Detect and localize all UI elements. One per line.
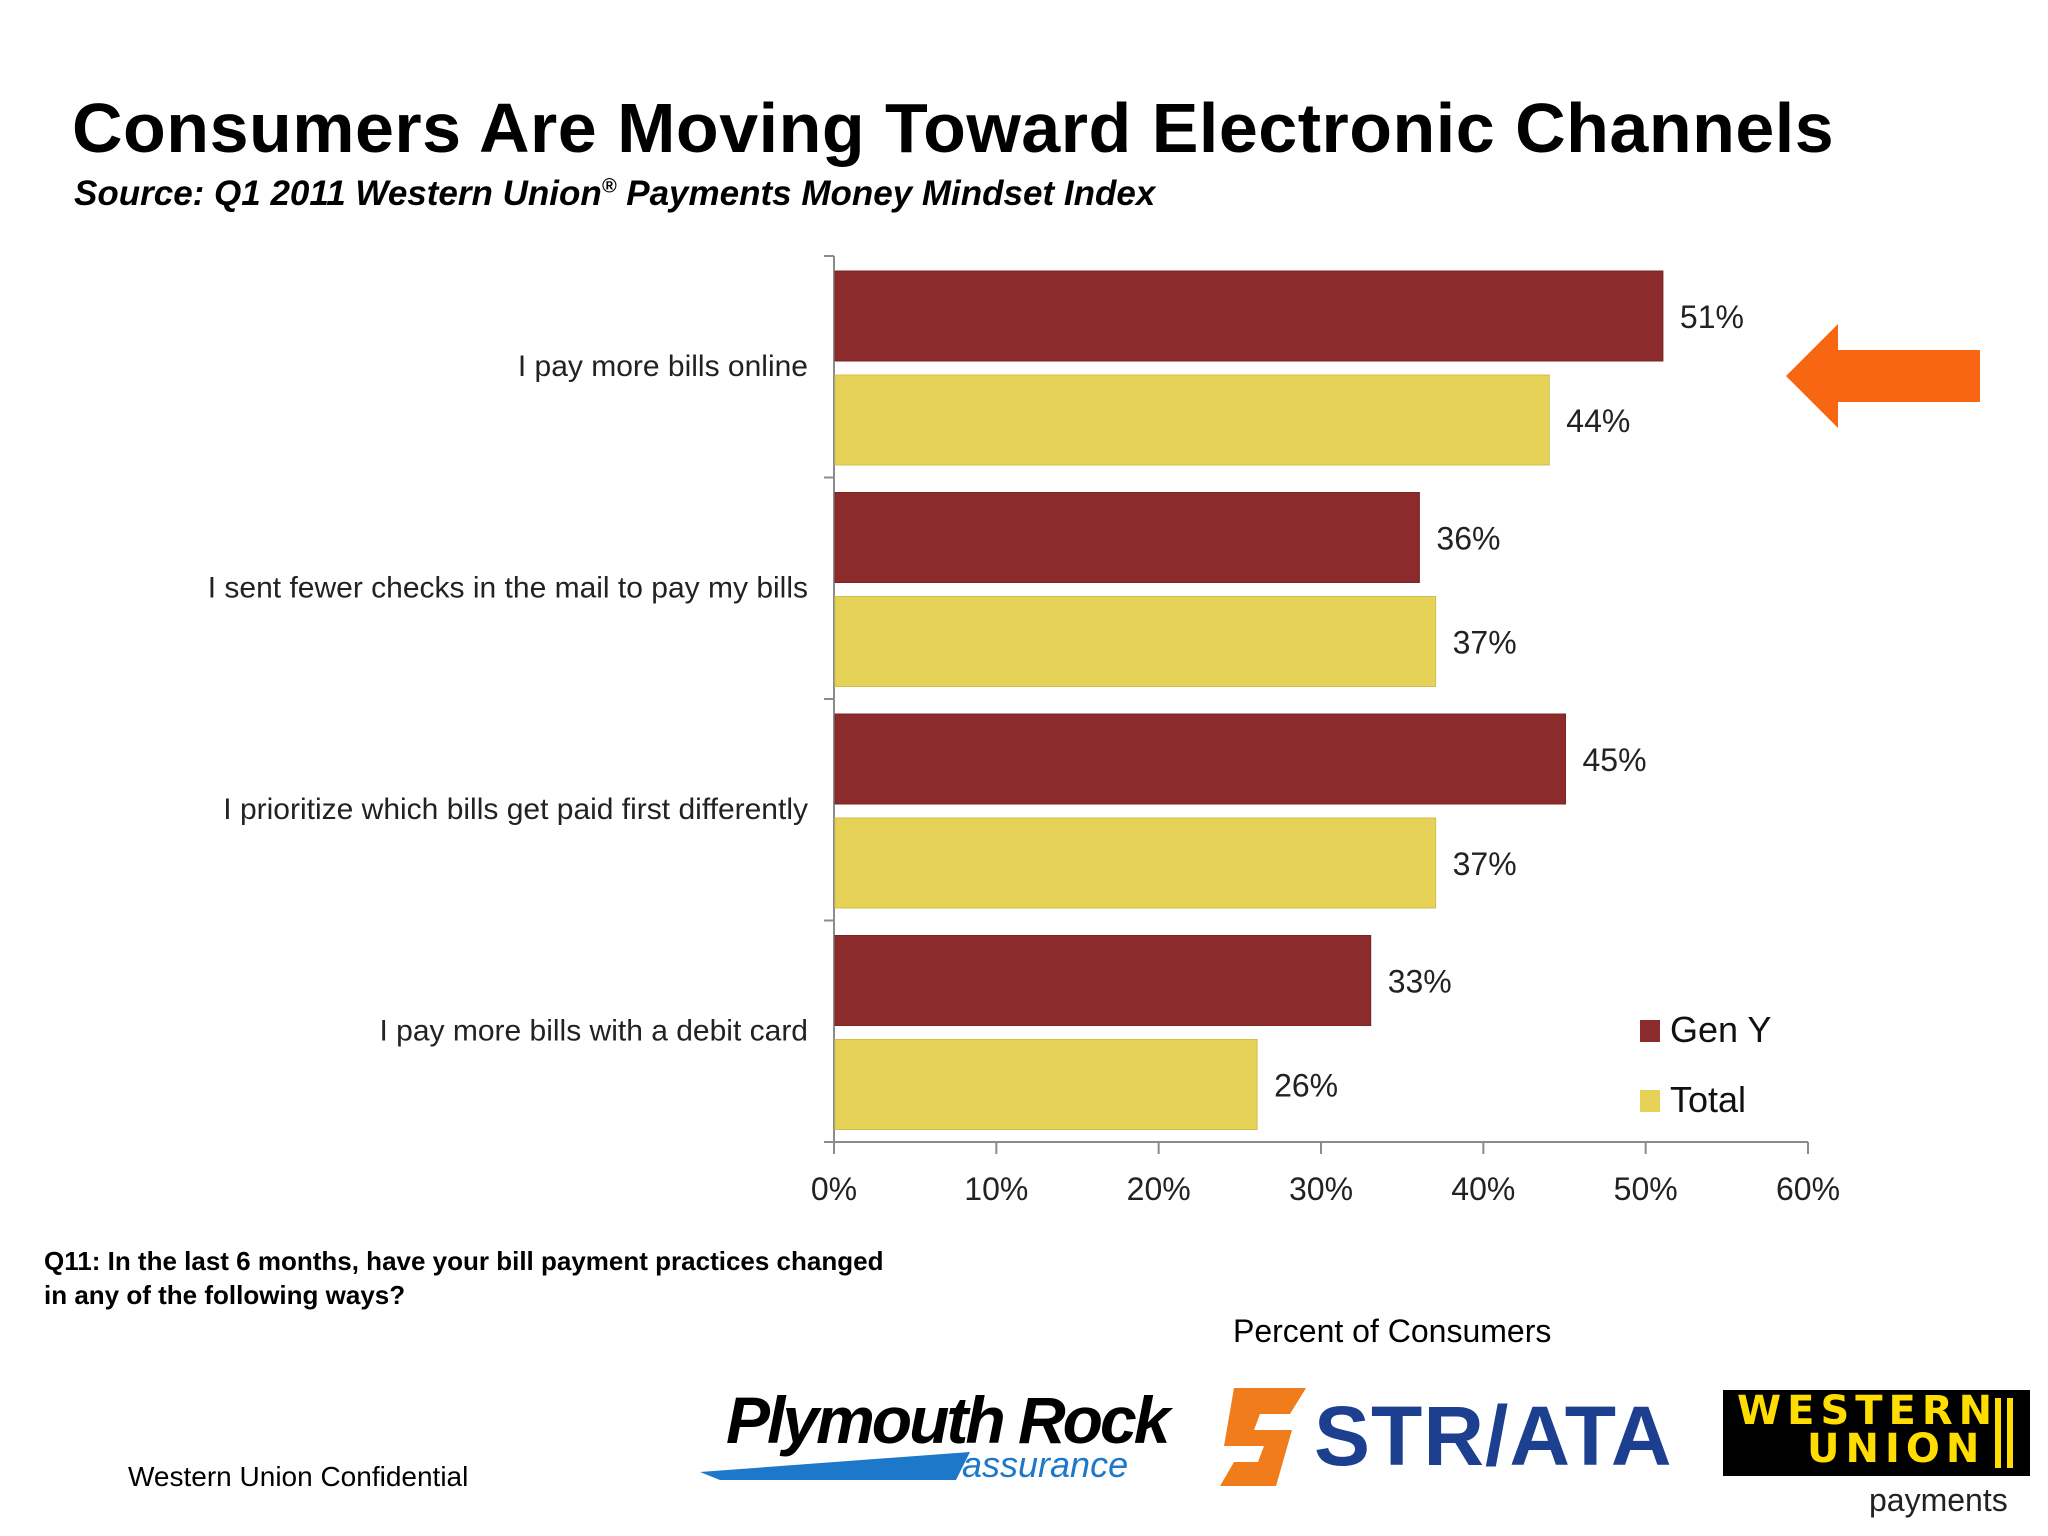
x-tick-label: 10% <box>964 1171 1028 1207</box>
western-union-payments-label: payments <box>1869 1482 2008 1518</box>
data-label: 36% <box>1436 521 1500 557</box>
legend-label: Total <box>1670 1079 1746 1120</box>
slide-subtitle: Source: Q1 2011 Western Union® Payments … <box>74 174 1155 214</box>
plymouth-rock-logo: Plymouth Rock assurance <box>700 1382 1190 1492</box>
bar <box>834 713 1566 805</box>
data-label: 51% <box>1680 299 1744 335</box>
plymouth-rock-wordmark: Plymouth Rock <box>726 1383 1170 1457</box>
category-label: I pay more bills online <box>518 350 808 383</box>
bar <box>834 935 1372 1026</box>
striata-s-icon <box>1220 1388 1306 1486</box>
x-tick-label: 30% <box>1289 1171 1353 1207</box>
x-tick-label: 20% <box>1127 1171 1191 1207</box>
legend-label: Gen Y <box>1670 1009 1771 1050</box>
confidential-footer: Western Union Confidential <box>128 1461 469 1492</box>
bar <box>834 270 1664 362</box>
data-label: 33% <box>1388 964 1452 1000</box>
data-label: 45% <box>1583 742 1647 778</box>
data-label: 37% <box>1453 846 1517 882</box>
western-union-logo: WESTERN UNION payments <box>1723 1388 2033 1520</box>
legend-swatch <box>1640 1020 1660 1042</box>
survey-question: Q11: In the last 6 months, have your bil… <box>44 1246 884 1310</box>
plymouth-rock-tagline: assurance <box>962 1444 1129 1485</box>
slide-title: Consumers Are Moving Toward Electronic C… <box>72 89 1835 167</box>
data-label: 44% <box>1566 403 1630 439</box>
x-tick-label: 50% <box>1614 1171 1678 1207</box>
x-axis-title: Percent of Consumers <box>1233 1313 1552 1349</box>
wu-line-2: UNION <box>1807 1426 1986 1472</box>
bar <box>834 1039 1258 1130</box>
striata-logo: STR/ATA <box>1214 1384 1684 1490</box>
bar <box>834 596 1437 687</box>
x-tick-label: 40% <box>1451 1171 1515 1207</box>
wu-line-1: WESTERN <box>1737 1388 1999 1434</box>
subtitle-source: Source: Q1 2011 Western Union <box>74 174 602 213</box>
data-label: 37% <box>1453 625 1517 661</box>
subtitle-index: Payments Money Mindset Index <box>616 174 1156 213</box>
registered-mark: ® <box>601 175 617 198</box>
bar <box>834 817 1437 909</box>
x-tick-label: 60% <box>1776 1171 1840 1207</box>
category-label: I pay more bills with a debit card <box>379 1015 808 1048</box>
category-label: I prioritize which bills get paid first … <box>223 793 808 826</box>
category-label: I sent fewer checks in the mail to pay m… <box>208 572 808 605</box>
bar <box>834 374 1550 466</box>
plymouth-swoosh-icon <box>700 1452 970 1480</box>
data-label: 26% <box>1274 1068 1338 1104</box>
x-tick-label: 0% <box>811 1171 857 1207</box>
bar <box>834 492 1420 583</box>
wu-bars-icon <box>1995 1398 2013 1468</box>
striata-wordmark: STR/ATA <box>1314 1389 1673 1483</box>
legend-swatch <box>1640 1090 1660 1112</box>
western-union-badge: WESTERN UNION <box>1723 1388 2030 1476</box>
highlight-arrow-icon <box>1786 324 1980 428</box>
